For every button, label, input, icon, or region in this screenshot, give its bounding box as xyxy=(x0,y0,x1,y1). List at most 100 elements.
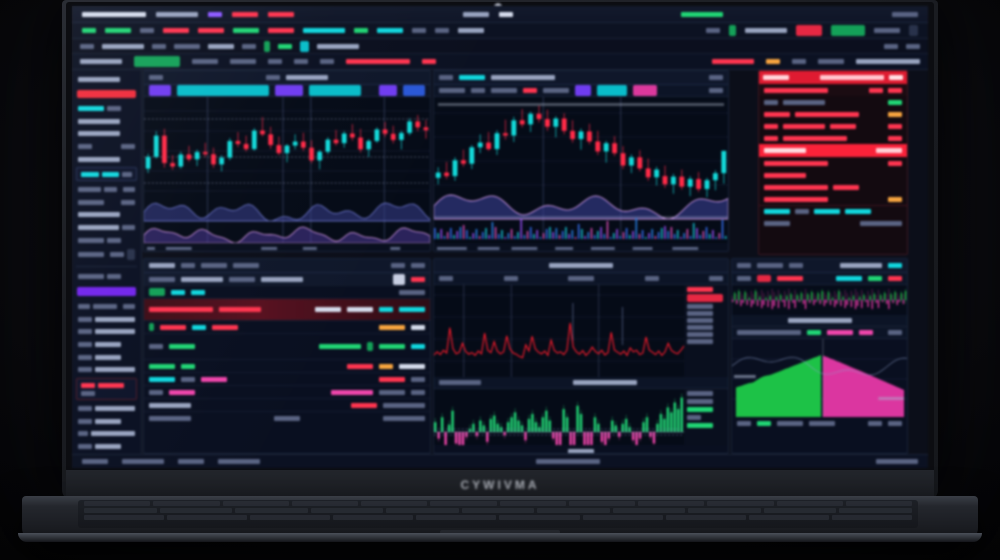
tab-menu-icon[interactable] xyxy=(320,59,334,64)
keyboard[interactable] xyxy=(78,500,918,528)
sidebar-alert-box[interactable] xyxy=(76,378,137,401)
search-icon[interactable] xyxy=(78,143,92,149)
indicator-ema-icon[interactable] xyxy=(300,40,309,52)
tab-workspace-1[interactable] xyxy=(134,56,180,67)
secondary-tool-1[interactable] xyxy=(439,88,465,93)
overlay-bb-badge[interactable] xyxy=(275,85,303,96)
secondary-tool-2[interactable] xyxy=(471,88,485,93)
market-depth-chart[interactable] xyxy=(732,339,907,417)
minichart-header[interactable] xyxy=(732,273,907,285)
latency-line-chart[interactable] xyxy=(434,285,684,377)
risk-alerts-panel[interactable] xyxy=(758,70,908,255)
main-chart-overlay-bar[interactable] xyxy=(144,85,430,97)
cancel-all-button[interactable] xyxy=(149,416,191,421)
new-order-ticket-button[interactable] xyxy=(77,286,136,297)
menu-file[interactable] xyxy=(156,11,198,17)
depth-menu-icon[interactable] xyxy=(888,330,902,335)
table-row[interactable] xyxy=(144,386,430,399)
main-chart-header[interactable] xyxy=(144,71,430,85)
sidebar-search-row[interactable] xyxy=(76,142,137,151)
secondary-tool-3[interactable] xyxy=(491,88,517,93)
table-row[interactable] xyxy=(759,108,907,120)
list-item[interactable] xyxy=(76,211,137,220)
secondary-chart-header[interactable] xyxy=(434,71,728,85)
tab-macro[interactable] xyxy=(230,59,256,64)
alerts-badge[interactable] xyxy=(796,25,822,36)
list-item[interactable] xyxy=(76,185,137,194)
table-row[interactable] xyxy=(144,334,430,360)
tab-add-icon[interactable] xyxy=(294,59,308,64)
overlay-ema55-badge[interactable] xyxy=(309,85,361,96)
list-item[interactable] xyxy=(76,223,137,232)
main-chart-panel[interactable] xyxy=(143,70,431,252)
depth-tool-icon[interactable] xyxy=(152,43,166,49)
orders-tab-fills[interactable] xyxy=(181,263,195,268)
latency-panel[interactable] xyxy=(433,258,729,454)
menu-markets[interactable] xyxy=(268,11,294,17)
orders-tab-history[interactable] xyxy=(233,263,259,268)
depth-fullscreen-icon[interactable] xyxy=(888,421,902,426)
list-item[interactable] xyxy=(76,429,137,438)
list-item[interactable] xyxy=(76,417,137,426)
toolbar-layout[interactable] xyxy=(884,43,898,49)
secondary-expand-icon[interactable] xyxy=(709,88,723,93)
table-row[interactable] xyxy=(759,120,907,132)
sidebar-group-perpetuals[interactable] xyxy=(76,130,137,139)
list-item[interactable] xyxy=(76,442,137,451)
auto-deleverage-banner[interactable] xyxy=(759,144,907,157)
list-item[interactable] xyxy=(76,365,137,374)
tab-scalper[interactable] xyxy=(192,59,218,64)
escalate-button[interactable] xyxy=(814,209,840,214)
settings-icon[interactable] xyxy=(909,25,918,36)
orders-footer-buttons[interactable] xyxy=(144,412,430,425)
table-row[interactable] xyxy=(144,373,430,386)
orders-tab-positions[interactable] xyxy=(201,263,227,268)
overlay-settings-icon[interactable] xyxy=(403,85,425,96)
orders-menu-icon[interactable] xyxy=(411,263,425,268)
overlay-liq-badge[interactable] xyxy=(633,85,657,96)
toolbar-tools[interactable] xyxy=(72,39,928,54)
orders-panel-header[interactable] xyxy=(144,259,430,273)
list-item[interactable] xyxy=(76,340,137,349)
tns-tool-icon[interactable] xyxy=(174,43,200,49)
overlay-ema21-badge[interactable] xyxy=(149,85,171,96)
table-row[interactable] xyxy=(759,132,907,144)
toolbar-save[interactable] xyxy=(906,43,920,49)
filter-icon[interactable] xyxy=(121,143,135,149)
macd-histogram-chart[interactable] xyxy=(434,389,684,445)
sidebar-scroll-row[interactable] xyxy=(76,248,137,260)
overlay-funding-badge[interactable] xyxy=(597,85,627,96)
overlay-oi-badge[interactable] xyxy=(575,85,591,96)
orders-panel[interactable] xyxy=(143,258,431,454)
toolbar-left-tools[interactable] xyxy=(102,43,144,49)
risk-alerts-close-icon[interactable] xyxy=(889,75,903,80)
sidebar-group-spot[interactable] xyxy=(76,155,137,164)
sidebar[interactable] xyxy=(72,70,142,468)
sort-icon[interactable] xyxy=(393,273,405,285)
table-row[interactable] xyxy=(144,321,430,334)
app-menubar[interactable] xyxy=(72,6,928,23)
chart-tool-icon[interactable] xyxy=(80,43,94,49)
minichart-period[interactable] xyxy=(836,276,862,281)
list-item[interactable] xyxy=(76,302,137,311)
main-candlestick-chart[interactable] xyxy=(144,97,430,251)
list-item[interactable] xyxy=(76,404,137,413)
row-action[interactable] xyxy=(888,123,902,129)
orders-highlight-row[interactable] xyxy=(144,299,430,321)
snooze-button[interactable] xyxy=(795,209,809,214)
export-button[interactable] xyxy=(845,209,871,214)
expand-icon[interactable] xyxy=(127,248,135,260)
minichart-menu-icon[interactable] xyxy=(888,276,902,281)
timeframe-1m[interactable] xyxy=(208,43,234,49)
overlay-vwap-badge[interactable] xyxy=(177,85,269,96)
secondary-tool-4[interactable] xyxy=(543,88,569,93)
table-row[interactable] xyxy=(759,96,907,108)
orders-refresh-icon[interactable] xyxy=(391,263,405,268)
scroll-icon[interactable] xyxy=(110,251,124,257)
depth-footer-icon[interactable] xyxy=(737,421,751,426)
overlay-add-icon[interactable] xyxy=(379,85,397,96)
table-row[interactable] xyxy=(144,360,430,373)
timeframe-active[interactable] xyxy=(278,43,292,49)
secondary-candlestick-chart[interactable] xyxy=(434,97,728,251)
menu-trade[interactable] xyxy=(232,11,258,17)
